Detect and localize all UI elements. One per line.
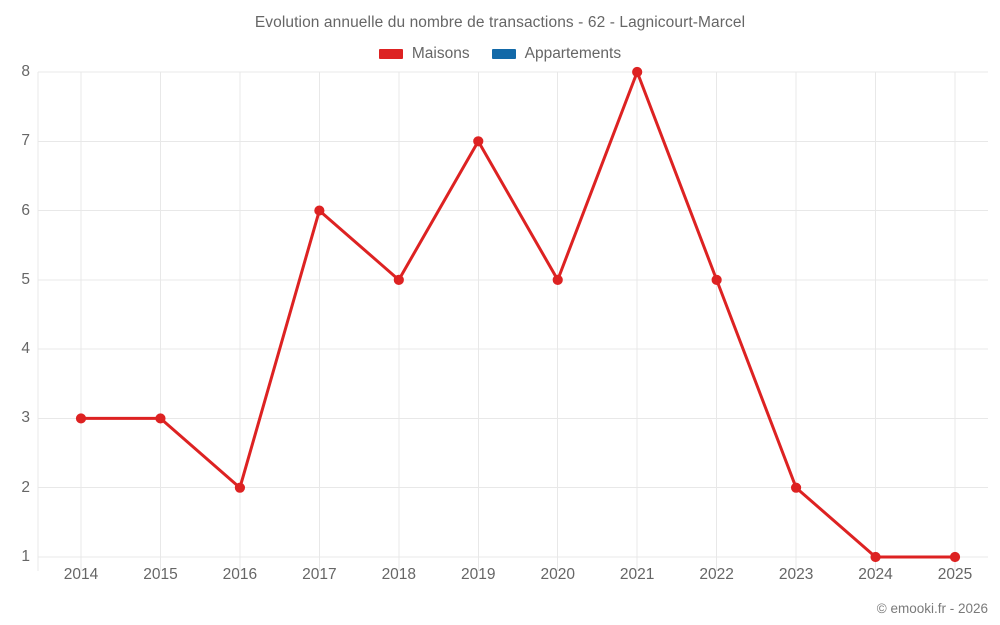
x-tick-label: 2022 bbox=[699, 566, 734, 583]
credit-label: © emooki.fr - 2026 bbox=[876, 601, 988, 616]
y-tick-label: 5 bbox=[21, 270, 30, 288]
y-tick-label: 2 bbox=[21, 478, 30, 496]
x-tick-label: 2017 bbox=[302, 566, 337, 583]
data-point[interactable] bbox=[155, 413, 166, 424]
data-point[interactable] bbox=[552, 274, 563, 285]
x-tick-label: 2019 bbox=[461, 566, 496, 583]
legend-label-appartements: Appartements bbox=[524, 45, 622, 62]
data-point[interactable] bbox=[234, 482, 246, 493]
x-tick-label: 2014 bbox=[63, 566, 99, 583]
data-point[interactable] bbox=[711, 274, 722, 285]
y-tick-label: 3 bbox=[21, 409, 30, 427]
legend-item-appartements[interactable]: Appartements bbox=[491, 45, 622, 63]
data-point[interactable] bbox=[75, 413, 87, 424]
chart-legend: Maisons Appartements bbox=[0, 42, 1000, 66]
y-tick-label: 8 bbox=[21, 63, 30, 80]
data-point[interactable] bbox=[870, 551, 881, 563]
x-tick-label: 2023 bbox=[778, 566, 814, 583]
y-tick-label: 4 bbox=[21, 340, 30, 358]
legend-swatch-appartements bbox=[491, 49, 516, 59]
data-point[interactable] bbox=[473, 136, 484, 147]
legend-item-maisons[interactable]: Maisons bbox=[378, 45, 470, 63]
gridlines bbox=[37, 71, 988, 571]
series-line bbox=[79, 70, 957, 559]
x-tick-label: 2024 bbox=[858, 566, 893, 583]
y-tick-label: 6 bbox=[21, 201, 30, 219]
data-point[interactable] bbox=[393, 274, 404, 285]
legend-label-maisons: Maisons bbox=[411, 45, 470, 62]
x-tick-label: 2021 bbox=[619, 566, 655, 583]
y-tick-label: 7 bbox=[21, 132, 30, 150]
data-point[interactable] bbox=[632, 66, 643, 78]
legend-swatch-maisons bbox=[378, 49, 403, 59]
series-maisons bbox=[75, 66, 961, 563]
x-tick-label: 2016 bbox=[222, 566, 258, 583]
y-tick-label: 1 bbox=[21, 548, 30, 565]
x-tick-label: 2015 bbox=[143, 566, 178, 583]
data-point[interactable] bbox=[949, 551, 961, 563]
x-tick-label: 2020 bbox=[540, 566, 575, 583]
data-point[interactable] bbox=[790, 482, 802, 493]
x-tick-label: 2025 bbox=[937, 566, 973, 583]
data-point[interactable] bbox=[314, 205, 325, 216]
x-tick-label: 2018 bbox=[381, 566, 417, 583]
chart-title: Evolution annuelle du nombre de transact… bbox=[254, 14, 746, 31]
